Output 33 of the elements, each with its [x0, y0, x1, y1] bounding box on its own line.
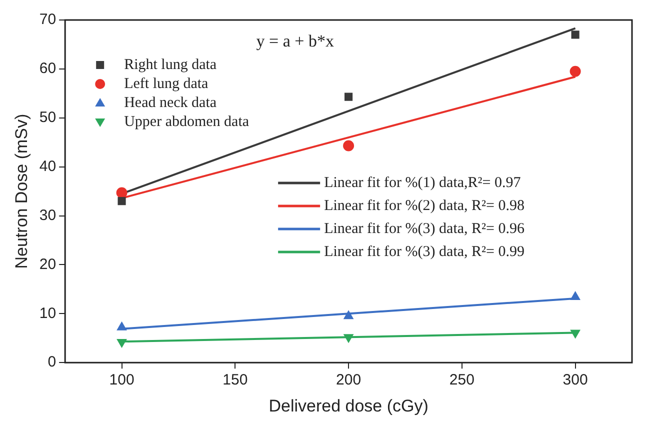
y-tick-label: 50 — [39, 109, 56, 126]
y-tick-label: 40 — [39, 158, 56, 175]
annotation: y = a + b*x — [256, 31, 334, 50]
point — [343, 140, 354, 152]
point — [570, 66, 581, 77]
y-tick-label: 70 — [39, 11, 56, 28]
x-tick-label: 300 — [562, 372, 588, 389]
point — [344, 334, 354, 343]
point — [344, 92, 353, 101]
x-tick-label: 250 — [449, 372, 474, 389]
legend-label: Left lung data — [124, 76, 209, 92]
point — [116, 187, 128, 198]
y-tick-label: 30 — [39, 206, 56, 224]
point — [118, 197, 126, 206]
legend-label: Upper abdomen data — [124, 114, 250, 130]
point — [116, 339, 127, 348]
y-tick-label: 60 — [39, 60, 56, 78]
legend-label: Linear fit for %(1) data,R²= 0.97 — [324, 174, 522, 191]
y-axis-title: Neutron Dose (mSv) — [12, 114, 31, 269]
x-axis-title: Delivered dose (cGy) — [268, 396, 428, 416]
legend-label: Linear fit for %(3) data, R²= 0.99 — [324, 244, 524, 260]
legend-label: Head neck data — [124, 94, 217, 111]
legend-label: Right lung data — [124, 56, 217, 73]
x-tick-label: 200 — [336, 372, 362, 389]
y-tick-label: 0 — [48, 354, 56, 371]
legend-label: Linear fit for %(3) data, R²= 0.96 — [324, 220, 525, 237]
point — [570, 330, 580, 338]
point — [571, 30, 580, 39]
y-tick-label: 20 — [39, 256, 56, 273]
x-tick-label: 100 — [109, 372, 134, 389]
x-tick-label: 150 — [222, 372, 248, 389]
legend-label: Linear fit for %(2) data, R²= 0.98 — [324, 198, 524, 214]
y-tick-label: 10 — [39, 304, 56, 322]
